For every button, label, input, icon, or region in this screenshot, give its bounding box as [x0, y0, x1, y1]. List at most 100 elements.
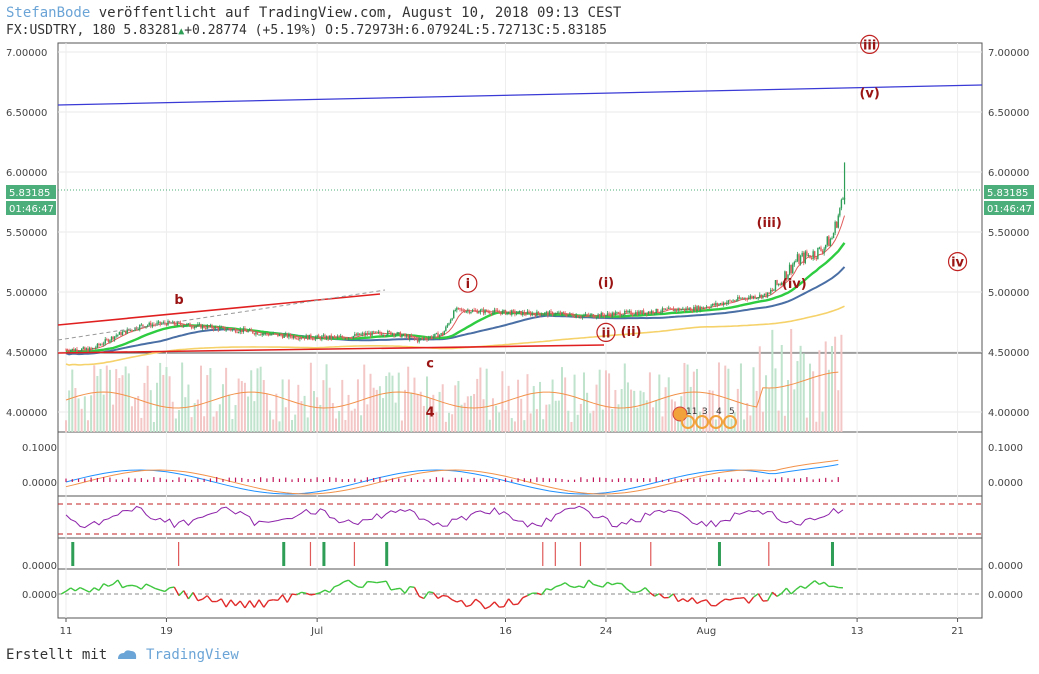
volume-bar [498, 412, 501, 432]
osc-segment [583, 579, 590, 589]
candle-body [150, 322, 152, 327]
osc-segment [155, 587, 161, 591]
candle-body [801, 252, 803, 257]
macd-histogram-bar [523, 478, 525, 482]
candle-body [285, 333, 287, 335]
volume-bar [551, 379, 554, 432]
volume-bar [645, 400, 648, 432]
osc-segment [334, 584, 340, 588]
candle-body [608, 313, 610, 315]
volume-bar [199, 365, 202, 432]
candle-body [412, 337, 414, 339]
author-name[interactable]: StefanBode [6, 5, 91, 21]
osc-segment [593, 583, 599, 587]
volume-bar [837, 390, 840, 432]
osc-segment [517, 597, 524, 605]
candle-body [839, 208, 841, 216]
volume-bar [714, 419, 717, 432]
trend-line-upper[interactable] [57, 293, 381, 326]
candle-body [520, 310, 522, 316]
candle-body [275, 333, 278, 335]
macd-histogram-bar [373, 478, 375, 482]
osc-segment [475, 598, 481, 604]
candle-body [556, 312, 558, 314]
macd-histogram-bar [749, 479, 751, 482]
tradingview-link[interactable]: TradingView [146, 647, 239, 663]
candle-body [225, 329, 227, 331]
candle-body [394, 334, 397, 336]
rsi-pane[interactable] [57, 495, 983, 539]
macd-histogram-bar [316, 477, 318, 482]
macd-histogram-bar [385, 479, 387, 482]
macd-histogram-bar [460, 477, 463, 482]
candle-body [318, 335, 320, 337]
volume-bar [692, 371, 695, 432]
candle-body [153, 324, 155, 326]
main-pane[interactable] [57, 42, 983, 433]
volume-bar [269, 410, 272, 432]
candle-body [682, 308, 684, 310]
candle-body [631, 314, 634, 316]
macd-histogram-bar [65, 478, 67, 482]
volume-bar [275, 393, 278, 432]
candle-body [90, 347, 92, 350]
osc-segment [93, 587, 100, 591]
candle-body [212, 328, 215, 330]
candle-body [683, 308, 686, 311]
volume-bar [360, 415, 363, 432]
osc-segment [65, 587, 72, 592]
candle-body [522, 311, 524, 316]
volume-bar [485, 368, 488, 432]
candle-body [611, 312, 613, 317]
macd-histogram-bar [417, 479, 419, 482]
candle-body [175, 324, 177, 326]
volume-bar [112, 404, 115, 432]
tradingview-cloud-icon [117, 650, 136, 659]
volume-bar [805, 417, 808, 432]
candle-body [523, 311, 526, 315]
candle-body [189, 323, 191, 327]
macd-histogram-bar [573, 479, 576, 482]
macd-histogram-bar [799, 478, 802, 482]
candle-body [300, 337, 303, 339]
volume-bar [570, 421, 573, 432]
candle-body [134, 327, 136, 331]
volume-bar [777, 410, 780, 432]
candle-body [313, 339, 315, 341]
osc-segment [470, 598, 477, 606]
macd-histogram-bar [90, 477, 92, 482]
signal-pane[interactable] [57, 537, 983, 570]
volume-bar [469, 395, 472, 432]
volume-bar [579, 403, 582, 432]
volume-bar [592, 410, 595, 432]
candle-body [724, 302, 726, 305]
volume-bar [488, 419, 491, 432]
volume-bar [513, 421, 516, 432]
macd-histogram-bar [347, 479, 350, 482]
candle-body [697, 306, 700, 311]
channel-line[interactable] [57, 84, 983, 106]
candle-body [296, 338, 298, 340]
volume-bar [523, 420, 526, 432]
candle-body [440, 333, 442, 335]
ma-20-line [65, 215, 845, 352]
osc-segment [418, 595, 425, 600]
volume-bar [545, 404, 548, 432]
candle-body [361, 333, 364, 335]
candle-body [405, 335, 408, 337]
macd-pane[interactable] [57, 431, 983, 497]
event-markers[interactable]: 11 3 4 5 [672, 406, 737, 429]
trend-line-lower[interactable] [57, 344, 605, 354]
macd-histogram-bar [486, 479, 488, 482]
osc-segment [187, 592, 194, 600]
volume-bar [473, 394, 476, 432]
publish-header: StefanBode veröffentlicht auf TradingVie… [6, 5, 621, 21]
macd-histogram-bar [605, 477, 607, 482]
candle-body [286, 333, 289, 338]
candle-body [569, 313, 571, 315]
candle-body [500, 312, 502, 315]
candle-body [349, 337, 351, 339]
volume-bar [259, 366, 262, 432]
candle-body [561, 312, 563, 315]
